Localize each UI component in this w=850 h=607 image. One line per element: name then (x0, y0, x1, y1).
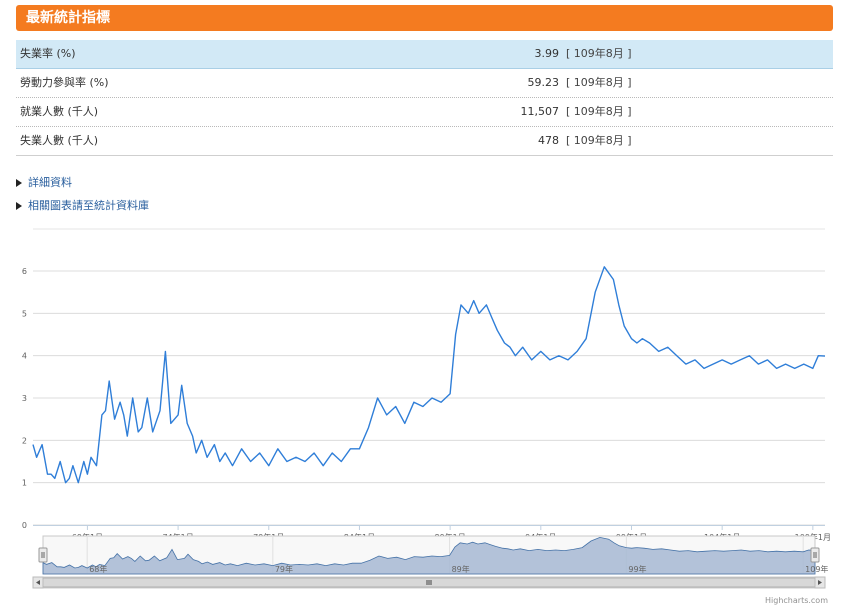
y-tick-label: 0 (22, 521, 27, 530)
y-tick-label: 5 (22, 309, 27, 318)
arrow-left-icon (36, 580, 40, 585)
stat-label: 失業率 (%) (20, 47, 76, 60)
triangle-right-icon (16, 178, 22, 187)
database-link-label[interactable]: 相關圖表請至統計資料庫 (28, 198, 149, 212)
stat-row-unemployment-rate[interactable]: 失業率 (%) 3.99 [ 109年8月 ] (16, 40, 833, 69)
series-line (32, 266, 826, 484)
navigator-series (42, 536, 816, 575)
panel-header: 最新統計指標 (16, 5, 833, 31)
stat-value: 478 (538, 134, 559, 147)
stat-label: 就業人數 (千人) (20, 105, 99, 118)
y-tick-label: 1 (22, 479, 27, 488)
details-link[interactable]: 詳細資料 (16, 171, 149, 194)
stat-value: 59.23 (527, 76, 560, 89)
chart-credit[interactable]: Highcharts.com (765, 596, 828, 605)
stat-period: [ 109年8月 ] (566, 47, 632, 60)
navigator-tick-label: 109年 (805, 564, 828, 574)
database-link[interactable]: 相關圖表請至統計資料庫 (16, 194, 149, 217)
arrow-right-icon (818, 580, 822, 585)
navigator-tick-label: 89年 (452, 564, 470, 574)
navigator-handle[interactable] (38, 547, 48, 563)
stat-period: [ 109年8月 ] (566, 76, 632, 89)
stat-label: 勞動力參與率 (%) (20, 76, 109, 89)
stat-row-unemployed[interactable]: 失業人數 (千人) 478 [ 109年8月 ] (16, 127, 833, 156)
stats-table: 失業率 (%) 3.99 [ 109年8月 ] 勞動力參與率 (%) 59.23… (16, 40, 833, 156)
stat-value: 11,507 (520, 105, 560, 118)
unemployment-chart: 012345669年1月74年1月79年1月84年1月89年1月94年1月99年… (22, 228, 831, 589)
y-tick-label: 4 (22, 352, 27, 361)
navigator-tick-label: 79年 (275, 564, 293, 574)
y-tick-label: 2 (22, 436, 27, 445)
navigator-tick-label: 68年 (89, 564, 107, 574)
panel-title: 最新統計指標 (26, 10, 110, 26)
details-link-label[interactable]: 詳細資料 (28, 175, 72, 189)
navigator-tick-label: 99年 (628, 564, 646, 574)
link-list: 詳細資料 相關圖表請至統計資料庫 (16, 171, 149, 217)
stat-period: [ 109年8月 ] (566, 134, 632, 147)
stat-label: 失業人數 (千人) (20, 134, 99, 147)
stat-value: 3.99 (534, 47, 560, 60)
stat-period: [ 109年8月 ] (566, 105, 632, 118)
navigator-handle[interactable] (810, 547, 820, 563)
y-tick-label: 3 (22, 394, 27, 403)
y-tick-label: 6 (22, 267, 27, 276)
stat-row-employed[interactable]: 就業人數 (千人) 11,507 [ 109年8月 ] (16, 98, 833, 127)
triangle-right-icon (16, 201, 22, 210)
stat-row-labor-participation[interactable]: 勞動力參與率 (%) 59.23 [ 109年8月 ] (16, 69, 833, 98)
